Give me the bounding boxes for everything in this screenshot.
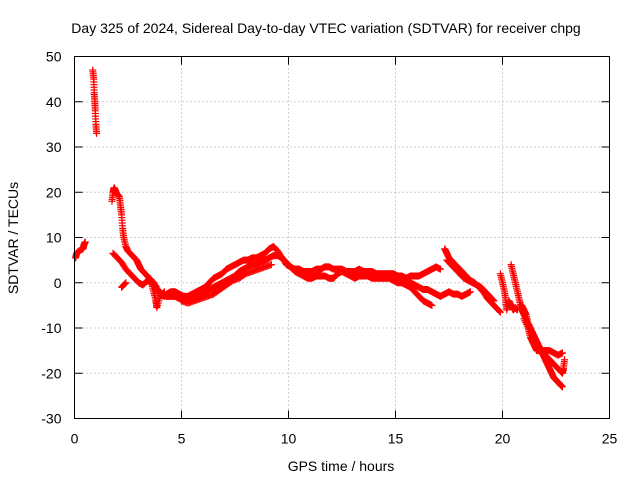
x-tick-label: 25 <box>602 431 618 447</box>
x-tick-label: 10 <box>281 431 297 447</box>
data-point <box>267 261 275 269</box>
grid-lines <box>74 56 610 419</box>
data-point <box>496 307 504 315</box>
x-tick-label: 5 <box>178 431 186 447</box>
y-tick-label: 20 <box>46 184 62 200</box>
data-point <box>561 356 569 364</box>
y-tick-label: 30 <box>46 139 62 155</box>
x-tick-label: 15 <box>388 431 404 447</box>
y-tick-label: -30 <box>41 411 61 427</box>
y-tick-labels: -30 -20 -10 0 10 20 30 40 50 <box>41 49 61 427</box>
y-tick-label: -20 <box>41 365 61 381</box>
data-point <box>558 383 566 391</box>
x-axis-label: GPS time / hours <box>288 458 395 474</box>
data-point <box>428 301 436 309</box>
data-point <box>489 296 497 304</box>
axis-ticks <box>74 56 610 419</box>
y-tick-label: 0 <box>54 275 62 291</box>
y-tick-label: 40 <box>46 94 62 110</box>
x-tick-labels: 0 5 10 15 20 25 <box>71 431 618 447</box>
data-point <box>122 279 130 287</box>
y-tick-label: -10 <box>41 320 61 336</box>
data-point <box>496 308 504 316</box>
x-tick-label: 20 <box>495 431 511 447</box>
data-point <box>466 288 474 296</box>
y-axis-label: SDTVAR / TECUs <box>5 182 21 294</box>
data-points <box>72 66 569 391</box>
y-tick-label: 10 <box>46 230 62 246</box>
y-tick-label: 50 <box>46 49 62 65</box>
chart-title: Day 325 of 2024, Sidereal Day-to-day VTE… <box>71 20 580 36</box>
data-point <box>93 129 101 137</box>
data-point <box>121 280 129 288</box>
data-point <box>81 238 89 246</box>
data-point <box>436 265 444 273</box>
data-point <box>490 297 498 305</box>
data-point <box>558 349 566 357</box>
x-tick-label: 0 <box>71 431 79 447</box>
